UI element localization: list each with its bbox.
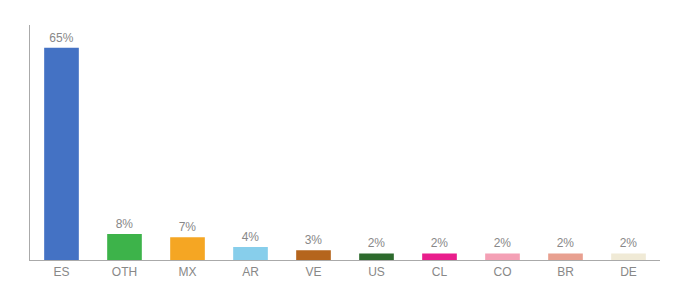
svg-text:VE: VE	[305, 265, 321, 279]
svg-text:4%: 4%	[242, 230, 260, 244]
svg-text:CL: CL	[432, 265, 448, 279]
svg-text:65%: 65%	[49, 31, 73, 45]
svg-text:2%: 2%	[431, 236, 449, 250]
svg-text:OTH: OTH	[112, 265, 137, 279]
svg-text:2%: 2%	[494, 236, 512, 250]
svg-text:2%: 2%	[620, 236, 638, 250]
svg-text:2%: 2%	[557, 236, 575, 250]
svg-text:BR: BR	[557, 265, 574, 279]
svg-text:AR: AR	[242, 265, 259, 279]
svg-text:CO: CO	[494, 265, 512, 279]
svg-text:8%: 8%	[116, 217, 134, 231]
svg-text:ES: ES	[53, 265, 69, 279]
svg-text:US: US	[368, 265, 385, 279]
svg-text:MX: MX	[179, 265, 197, 279]
svg-text:2%: 2%	[368, 236, 386, 250]
svg-text:7%: 7%	[179, 220, 197, 234]
svg-text:DE: DE	[620, 265, 637, 279]
svg-text:3%: 3%	[305, 233, 323, 247]
